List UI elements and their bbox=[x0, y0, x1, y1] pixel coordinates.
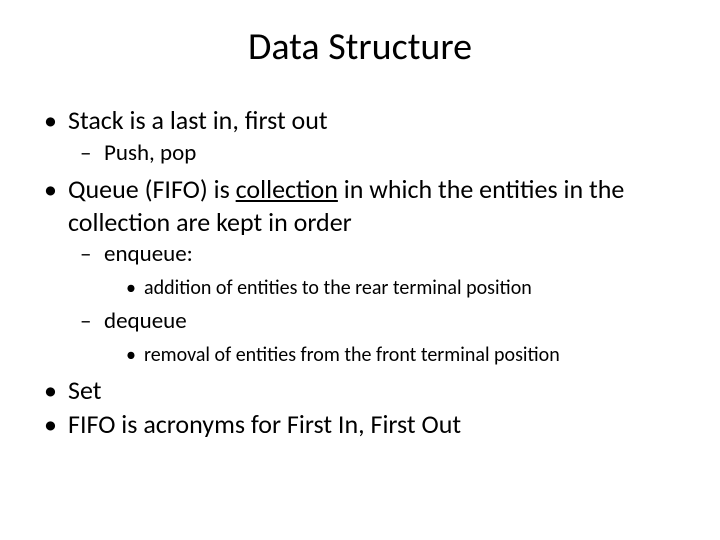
bullet-marker-l2: – bbox=[80, 139, 104, 168]
bullet-marker-l1: • bbox=[38, 408, 68, 441]
bullet-marker-l3: • bbox=[122, 275, 144, 301]
bullet-marker-l1: • bbox=[38, 104, 68, 137]
bullet-dequeue: – dequeue bbox=[38, 307, 690, 336]
queue-text-underlined: collection bbox=[236, 173, 338, 205]
bullet-marker-l2: – bbox=[80, 240, 104, 269]
bullet-marker-l1: • bbox=[38, 374, 68, 407]
bullet-enqueue-detail: • addition of entities to the rear termi… bbox=[38, 275, 690, 301]
bullet-set: • Set bbox=[38, 374, 690, 407]
bullet-text: Queue (FIFO) is collection in which the … bbox=[68, 173, 690, 238]
bullet-text: enqueue: bbox=[104, 240, 690, 269]
bullet-marker-l3: • bbox=[122, 342, 144, 368]
bullet-stack-sub: – Push, pop bbox=[38, 139, 690, 168]
bullet-text: FIFO is acronyms for First In, First Out bbox=[68, 408, 690, 441]
bullet-dequeue-detail: • removal of entities from the front ter… bbox=[38, 342, 690, 368]
bullet-marker-l1: • bbox=[38, 173, 68, 238]
bullet-queue: • Queue (FIFO) is collection in which th… bbox=[38, 173, 690, 238]
bullet-text: removal of entities from the front termi… bbox=[144, 342, 690, 368]
bullet-fifo: • FIFO is acronyms for First In, First O… bbox=[38, 408, 690, 441]
bullet-marker-l2: – bbox=[80, 307, 104, 336]
bullet-text: Set bbox=[68, 374, 690, 407]
bullet-text: addition of entities to the rear termina… bbox=[144, 275, 690, 301]
queue-text-pre: Queue (FIFO) is bbox=[68, 173, 236, 205]
bullet-text: dequeue bbox=[104, 307, 690, 336]
bullet-enqueue: – enqueue: bbox=[38, 240, 690, 269]
slide-content: • Stack is a last in, first out – Push, … bbox=[0, 104, 720, 441]
bullet-text: Push, pop bbox=[104, 139, 690, 168]
bullet-text: Stack is a last in, first out bbox=[68, 104, 690, 137]
slide-title: Data Structure bbox=[0, 24, 720, 70]
bullet-stack: • Stack is a last in, first out bbox=[38, 104, 690, 137]
